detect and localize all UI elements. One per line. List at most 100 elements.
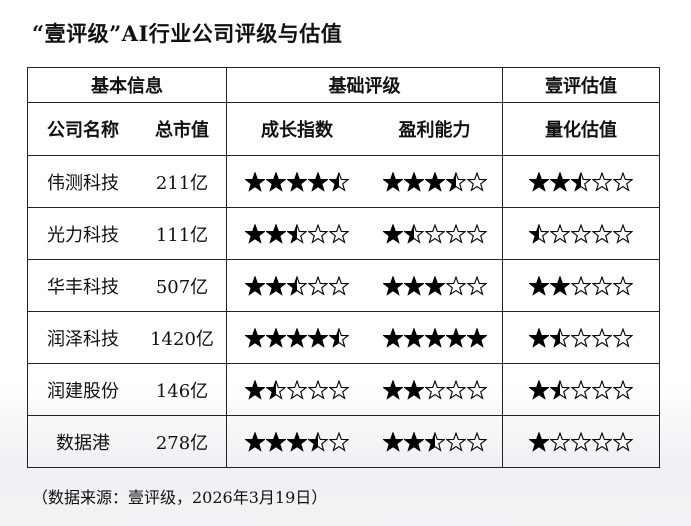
table-row: 华丰科技 507亿 <box>27 259 660 312</box>
star-empty-icon <box>592 224 612 244</box>
star-full-icon <box>382 432 403 452</box>
star-full-icon <box>529 328 549 348</box>
star-rating <box>382 172 487 192</box>
growth-rating <box>226 311 367 364</box>
star-full-icon <box>382 224 403 244</box>
star-rating <box>382 328 487 348</box>
star-half-icon <box>329 172 349 192</box>
growth-rating <box>226 259 367 312</box>
footnote: （数据来源：壹评级，2026年3月19日） <box>32 488 328 507</box>
star-full-icon <box>424 276 445 296</box>
star-full-icon <box>466 328 487 348</box>
star-empty-icon <box>308 380 328 400</box>
star-empty-icon <box>466 224 487 244</box>
star-half-icon <box>266 380 286 400</box>
star-full-icon <box>424 328 445 348</box>
profit-rating <box>367 207 503 260</box>
star-rating <box>382 224 487 244</box>
col-company: 公司名称 <box>27 102 138 156</box>
star-full-icon <box>287 172 307 192</box>
star-empty-icon <box>466 432 487 452</box>
star-half-icon <box>445 172 466 192</box>
star-empty-icon <box>329 432 349 452</box>
profit-rating <box>367 363 503 416</box>
star-half-icon <box>287 276 307 296</box>
table-row: 润泽科技 1420亿 <box>27 311 660 364</box>
star-rating <box>245 276 349 296</box>
star-empty-icon <box>550 224 570 244</box>
star-empty-icon <box>592 276 612 296</box>
star-rating <box>529 432 633 452</box>
company-name: 数据港 <box>27 415 138 468</box>
star-rating <box>245 328 349 348</box>
star-rating <box>529 328 633 348</box>
growth-rating <box>226 415 367 468</box>
valuation-rating <box>502 415 660 468</box>
star-full-icon <box>245 328 265 348</box>
star-full-icon <box>308 172 328 192</box>
col-valuation: 量化估值 <box>502 102 660 156</box>
page-title: “壹评级”AI行业公司评级与估值 <box>32 21 343 46</box>
star-rating <box>245 224 349 244</box>
star-empty-icon <box>308 276 328 296</box>
company-name: 光力科技 <box>27 207 138 260</box>
star-empty-icon <box>445 224 466 244</box>
star-rating <box>245 380 349 400</box>
star-full-icon <box>403 328 424 348</box>
star-rating <box>382 432 487 452</box>
valuation-rating <box>502 207 660 260</box>
star-full-icon <box>382 328 403 348</box>
star-full-icon <box>529 432 549 452</box>
star-empty-icon <box>445 380 466 400</box>
company-name: 伟测科技 <box>27 155 138 208</box>
star-empty-icon <box>424 224 445 244</box>
star-empty-icon <box>592 380 612 400</box>
market-cap: 278亿 <box>138 415 227 468</box>
star-empty-icon <box>592 432 612 452</box>
star-full-icon <box>266 328 286 348</box>
star-full-icon <box>266 172 286 192</box>
star-empty-icon <box>329 276 349 296</box>
star-empty-icon <box>445 276 466 296</box>
growth-rating <box>226 207 367 260</box>
star-half-icon <box>403 224 424 244</box>
star-full-icon <box>266 432 286 452</box>
star-full-icon <box>245 276 265 296</box>
star-rating <box>382 380 487 400</box>
group-valuation: 壹评估值 <box>502 67 660 103</box>
star-full-icon <box>245 380 265 400</box>
star-empty-icon <box>466 276 487 296</box>
star-rating <box>382 276 487 296</box>
star-empty-icon <box>613 224 633 244</box>
market-cap: 1420亿 <box>138 311 227 364</box>
star-full-icon <box>287 328 307 348</box>
star-empty-icon <box>571 276 591 296</box>
star-empty-icon <box>329 380 349 400</box>
table-row: 润建股份 146亿 <box>27 363 660 416</box>
star-empty-icon <box>613 276 633 296</box>
star-empty-icon <box>424 380 445 400</box>
profit-rating <box>367 415 503 468</box>
star-full-icon <box>403 276 424 296</box>
star-full-icon <box>245 172 265 192</box>
profit-rating <box>367 311 503 364</box>
star-full-icon <box>245 224 265 244</box>
col-profit: 盈利能力 <box>367 102 503 156</box>
group-base-rating: 基础评级 <box>226 67 503 103</box>
company-name: 润泽科技 <box>27 311 138 364</box>
star-half-icon <box>571 172 591 192</box>
star-rating <box>529 276 633 296</box>
star-full-icon <box>382 276 403 296</box>
valuation-rating <box>502 155 660 208</box>
star-full-icon <box>382 380 403 400</box>
star-full-icon <box>550 172 570 192</box>
company-name: 润建股份 <box>27 363 138 416</box>
valuation-rating <box>502 259 660 312</box>
star-empty-icon <box>571 328 591 348</box>
star-full-icon <box>403 172 424 192</box>
group-basic-info: 基本信息 <box>27 67 227 103</box>
star-empty-icon <box>571 380 591 400</box>
star-empty-icon <box>329 224 349 244</box>
table-row: 伟测科技 211亿 <box>27 155 660 208</box>
star-rating <box>529 224 633 244</box>
